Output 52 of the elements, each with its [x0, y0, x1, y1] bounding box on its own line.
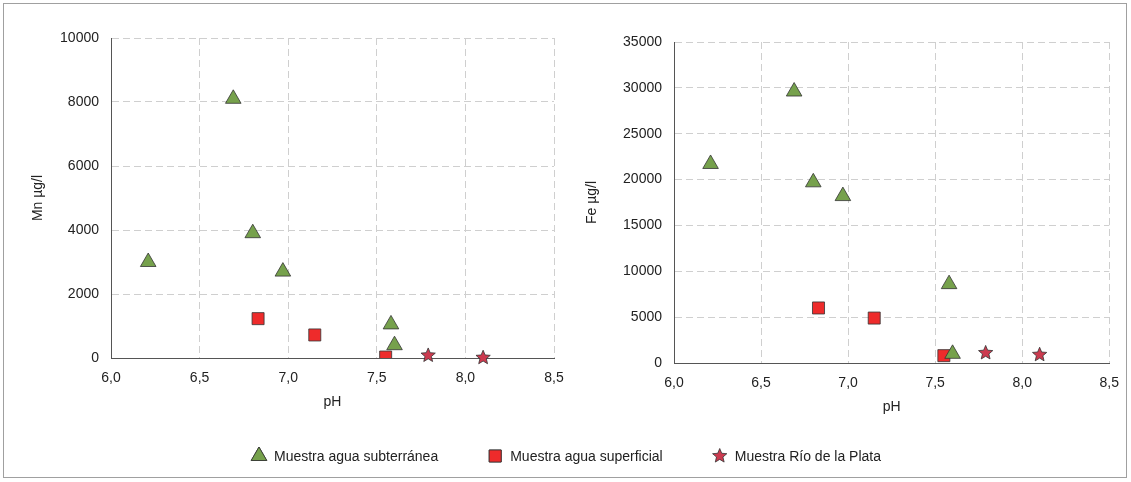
y-tick-label: 8000 — [67, 92, 100, 109]
y-tick-label: 4000 — [67, 220, 100, 237]
y-tick-label: 0 — [654, 353, 663, 370]
legend-label: Muestra agua subterránea — [273, 447, 439, 464]
point — [1032, 346, 1048, 362]
x-axis-title: pH — [323, 393, 342, 410]
point — [785, 82, 803, 97]
x-tick-label: 7,0 — [278, 369, 299, 386]
x-tick-label: 7,0 — [838, 374, 859, 391]
point — [140, 252, 157, 267]
point — [475, 349, 491, 365]
x-tick-label: 7,5 — [925, 374, 946, 391]
point — [386, 335, 403, 351]
point — [274, 262, 292, 277]
y-tick-label: 6000 — [67, 156, 100, 173]
point — [702, 154, 719, 169]
x-tick-label: 6,0 — [664, 374, 684, 391]
y-tick-label: 20000 — [623, 170, 663, 187]
point — [944, 344, 961, 359]
legend-label: Muestra Río de la Plata — [734, 447, 882, 464]
y-tick-label: 35000 — [623, 32, 663, 49]
point — [834, 186, 852, 201]
point — [940, 274, 958, 290]
point — [867, 311, 881, 325]
x-axis-title: pH — [882, 398, 901, 415]
point — [805, 172, 822, 188]
point — [420, 347, 436, 362]
x-tick-label: 8,5 — [544, 369, 564, 386]
y-axis-title: Fe µg/l — [583, 180, 600, 225]
x-tick-label: 6,5 — [189, 369, 210, 386]
point — [978, 345, 994, 360]
y-tick-label: 15000 — [623, 216, 663, 233]
y-tick-label: 0 — [91, 348, 100, 365]
point — [225, 89, 242, 104]
x-tick-label: 8,0 — [1012, 374, 1033, 391]
y-axis-title: Mn µg/l — [29, 174, 46, 222]
legend-label: Muestra agua superficial — [510, 447, 663, 464]
y-tick-label: 30000 — [623, 78, 663, 95]
x-tick-label: 6,5 — [751, 374, 771, 391]
x-tick-label: 8,0 — [455, 369, 476, 386]
x-tick-label: 8,5 — [1099, 374, 1120, 391]
x-tick-label: 7,5 — [367, 369, 387, 386]
x-tick-label: 6,0 — [101, 369, 121, 386]
point — [308, 328, 322, 342]
y-tick-label: 10000 — [60, 28, 100, 45]
y-tick-label: 2000 — [67, 284, 100, 301]
point — [812, 301, 825, 315]
point — [382, 315, 400, 330]
y-tick-label: 5000 — [630, 308, 663, 324]
y-tick-label: 25000 — [623, 124, 663, 141]
y-tick-label: 10000 — [623, 262, 663, 279]
point — [244, 223, 261, 239]
